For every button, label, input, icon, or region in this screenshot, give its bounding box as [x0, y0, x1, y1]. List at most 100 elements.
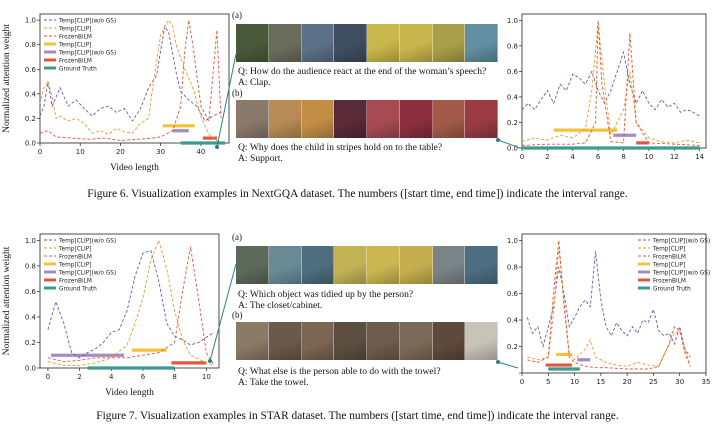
- y-tick-label: 0.4: [507, 93, 519, 101]
- y-tick-label: 0.0: [25, 140, 36, 148]
- x-tick-label: 4: [571, 153, 576, 161]
- video-frame-8: [465, 322, 498, 360]
- series-line: [526, 251, 691, 358]
- legend-label: FrozenBiLM: [653, 278, 686, 284]
- video-frame-2: [268, 100, 302, 138]
- x-tick-label: 5: [546, 378, 550, 386]
- fig6-panel-a-frames: [236, 24, 498, 62]
- fig6-panel-a-question: Q: How do the audience react at the end …: [238, 66, 487, 77]
- fig6-panel-b-question: Q: Why does the child in stripes hold on…: [238, 142, 443, 153]
- y-tick-label: 0.4: [25, 313, 37, 321]
- legend-label: Temp[CLIP](w/o GS): [58, 50, 116, 56]
- x-tick-label: 0: [520, 378, 524, 386]
- series-line: [39, 20, 222, 141]
- video-frame-2: [268, 246, 302, 284]
- x-tick-label: 4: [109, 373, 114, 381]
- video-frame-3: [301, 100, 335, 138]
- fig6-right-chart: 0 2 4 6 8 10 12 14 0.0 0.2 0.4 0.6 0.8 1.0: [507, 13, 707, 161]
- series-line: [47, 250, 215, 359]
- fig6-panel-b-tag: (b): [232, 88, 243, 98]
- y-tick-label: 0.8: [25, 262, 36, 270]
- fig6-left-chart: 0 10 20 30 40 0.0 0.2 0.4 0.6 0.8 1.0 Video length N…: [2, 13, 230, 173]
- video-frame-4: [334, 322, 367, 360]
- y-axis-label: Normalized attention weight: [2, 24, 12, 133]
- fig6-panel-b-frames: [236, 100, 498, 138]
- fig6-connector-a: [216, 53, 237, 148]
- x-tick-label: 30: [675, 378, 684, 386]
- legend-label: Ground Truth: [59, 286, 97, 292]
- x-tick-label: 10: [570, 378, 579, 386]
- legend-label: Temp[CLIP]: [58, 262, 91, 268]
- y-tick-label: 0.2: [507, 343, 518, 351]
- legend-label: FrozenBiLM: [59, 58, 92, 64]
- series-line: [527, 240, 691, 370]
- x-tick-label: 2: [77, 373, 81, 381]
- fig7-panel-a-question: Q: Which object was tidied up by the per…: [238, 289, 414, 300]
- y-tick-label: 0.6: [25, 66, 37, 74]
- x-tick-label: 20: [623, 378, 632, 386]
- fig7-right-chart: 0 5 10 15 20 25 30 35 0.2 0.4 0.6 0.8 1.0 Temp[CLIP](…: [507, 233, 711, 386]
- y-tick-label: 0.2: [25, 115, 36, 123]
- video-frame-2: [268, 322, 302, 360]
- video-frame-7: [432, 24, 466, 62]
- fig7-connector-a: [209, 263, 237, 362]
- series-line: [521, 20, 700, 146]
- series-line: [527, 247, 691, 367]
- x-tick-label: 2: [545, 153, 549, 161]
- x-tick-label: 0: [38, 148, 42, 156]
- y-tick-label: 0.6: [25, 288, 37, 296]
- video-frame-5: [367, 100, 400, 138]
- legend-label: FrozenBiLM: [653, 254, 686, 260]
- fig6-panel-b-answer: A: Support.: [238, 153, 283, 164]
- series-line: [39, 19, 221, 141]
- x-tick-label: 10: [644, 153, 653, 161]
- x-tick-label: 15: [596, 378, 605, 386]
- legend-label: Temp[CLIP]: [58, 42, 91, 48]
- x-tick-label: 0: [46, 373, 50, 381]
- fig7-panel-b-question: Q: What else is the person able to do wi…: [238, 366, 441, 377]
- video-frame-4: [334, 246, 367, 284]
- series-line: [521, 22, 700, 144]
- video-frame-8: [465, 246, 498, 284]
- legend-label: Ground Truth: [653, 286, 691, 292]
- y-tick-label: 0.6: [507, 68, 519, 76]
- y-tick-label: 1.0: [507, 17, 518, 25]
- y-axis-label: Normalized attention weight: [2, 246, 12, 355]
- video-frame-4: [334, 24, 367, 62]
- y-tick-label: 0.2: [25, 339, 36, 347]
- legend-label: Temp[CLIP](w/o GS): [652, 238, 710, 244]
- legend-label: FrozenBiLM: [59, 278, 92, 284]
- video-frame-7: [432, 100, 466, 138]
- legend-label: Temp[CLIP](w/o GS): [58, 238, 116, 244]
- legend-label: FrozenBiLM: [59, 34, 92, 40]
- x-tick-label: 35: [702, 378, 711, 386]
- x-tick-label: 6: [596, 153, 601, 161]
- video-frame-2: [268, 24, 302, 62]
- fig6-connector-b: [497, 139, 521, 149]
- y-tick-label: 1.0: [25, 237, 36, 245]
- video-frame-7: [432, 322, 466, 360]
- legend-label: Temp[CLIP](w/o GS): [652, 270, 710, 276]
- fig7-panel-a-answer: A: The closet/cabinet.: [238, 300, 323, 311]
- fig7-panel-b-tag: (b): [232, 310, 243, 320]
- y-tick-label: 0.4: [507, 317, 519, 325]
- x-tick-label: 10: [202, 373, 211, 381]
- fig7-connector-b: [497, 361, 519, 369]
- video-frame-8: [465, 24, 498, 62]
- fig7-left-chart: 0 2 4 6 8 10 0.0 0.2 0.4 0.6 0.8 1.0 Video length Nor…: [2, 233, 220, 398]
- video-frame-8: [465, 100, 498, 138]
- x-tick-label: 20: [116, 148, 125, 156]
- video-frame-1: [236, 100, 269, 138]
- video-frame-7: [432, 246, 466, 284]
- video-frame-4: [334, 100, 367, 138]
- video-frame-6: [399, 24, 433, 62]
- fig6-connectors: [215, 53, 521, 149]
- plot-frame: [521, 233, 707, 374]
- fig6-connector-b-dot: [496, 138, 500, 142]
- video-frame-5: [367, 24, 400, 62]
- fig7-connector-b-dot: [496, 360, 500, 364]
- y-tick-label: 0.6: [507, 290, 519, 298]
- y-tick-label: 0.0: [25, 365, 36, 373]
- video-frame-6: [399, 322, 433, 360]
- fig7-panel-b-answer: A: Take the towel.: [238, 377, 309, 388]
